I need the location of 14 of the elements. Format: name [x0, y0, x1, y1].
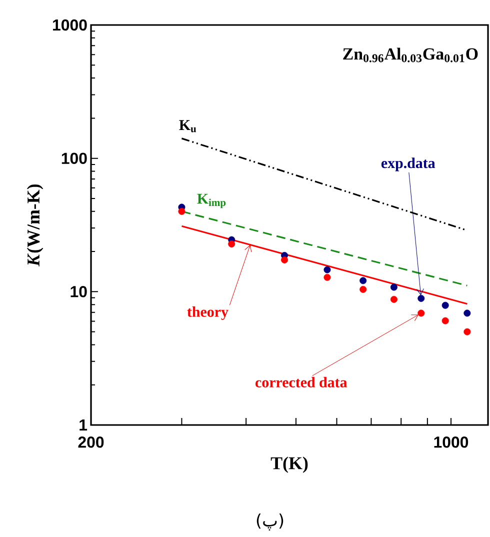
text: corrected data — [256, 376, 348, 388]
text: exp.data — [381, 158, 436, 172]
y-tick-label: 1000 — [53, 19, 87, 31]
series-label: K$_{imp}$ — [197, 194, 226, 208]
series-label: K$_{u}$ — [179, 120, 196, 132]
y-tick-label: 1 — [80, 420, 88, 430]
x-axis-title: T(K) — [270, 456, 308, 473]
y-tick-label: 10 — [70, 286, 87, 298]
y-axis-title: K(W/m-K) — [26, 184, 44, 266]
text: theory — [187, 306, 228, 320]
y-tick-label: 100 — [62, 152, 87, 164]
x-tick-label: 200 — [78, 436, 104, 448]
text: (پ) — [256, 514, 284, 530]
text: Zn$_{0.96}$Al$_{0.03}$Ga$_{0.01}$O — [343, 48, 478, 62]
